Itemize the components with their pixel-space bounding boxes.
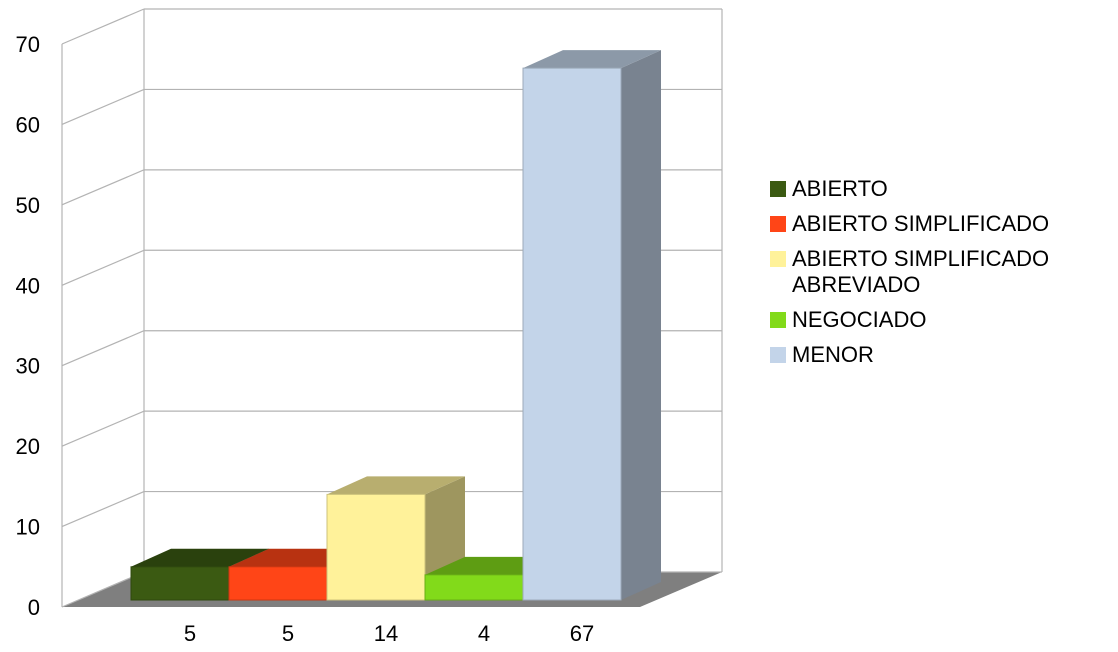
gridline-side xyxy=(61,330,145,367)
gridline-side xyxy=(61,169,145,206)
legend-swatch xyxy=(770,312,786,328)
bar-front xyxy=(228,566,328,601)
legend-label: ABIERTO SIMPLIFICADO ABREVIADO xyxy=(792,246,1050,297)
y-tick-label: 10 xyxy=(16,515,40,540)
x-tick-label: 5 xyxy=(184,621,196,646)
bar-front xyxy=(326,493,426,601)
bar-3 xyxy=(326,476,465,601)
legend-item: MENOR xyxy=(770,342,1115,368)
y-tick-label: 0 xyxy=(28,595,40,620)
bar-top xyxy=(131,548,269,567)
legend-swatch xyxy=(770,216,786,232)
legend-swatch xyxy=(770,251,786,267)
bar-side xyxy=(621,50,661,601)
bar-front xyxy=(424,574,524,601)
bar-front xyxy=(130,566,230,601)
bar-1 xyxy=(130,548,269,601)
legend-label: ABIERTO xyxy=(792,176,888,201)
legend-item: NEGOCIADO xyxy=(770,307,1115,333)
gridline-side xyxy=(61,410,145,447)
x-tick-label: 14 xyxy=(374,621,398,646)
legend-item: ABIERTO xyxy=(770,176,1115,202)
bar-5 xyxy=(522,50,661,601)
bar-front xyxy=(522,67,622,601)
legend-item: ABIERTO SIMPLIFICADO xyxy=(770,211,1115,237)
chart-legend: ABIERTO ABIERTO SIMPLIFICADO ABIERTO SIMPL… xyxy=(770,176,1115,377)
gridline-side xyxy=(61,88,145,125)
gridline-side xyxy=(61,571,145,608)
legend-swatch xyxy=(770,347,786,363)
legend-swatch xyxy=(770,181,786,197)
bar-top xyxy=(327,476,465,495)
y-tick-label: 70 xyxy=(16,32,40,57)
x-tick-label: 4 xyxy=(478,621,490,646)
y-tick-label: 40 xyxy=(16,273,40,298)
legend-label: MENOR xyxy=(792,342,874,367)
x-tick-label: 5 xyxy=(282,621,294,646)
y-tick-label: 50 xyxy=(16,193,40,218)
gridline-side xyxy=(61,491,145,528)
gridline-side xyxy=(61,8,145,45)
bar-top xyxy=(523,50,661,69)
y-tick-label: 30 xyxy=(16,354,40,379)
x-tick-label: 67 xyxy=(570,621,594,646)
legend-label: NEGOCIADO xyxy=(792,307,927,332)
y-tick-label: 60 xyxy=(16,112,40,137)
y-tick-label: 20 xyxy=(16,434,40,459)
gridline-side xyxy=(61,249,145,286)
legend-item: ABIERTO SIMPLIFICADO ABREVIADO xyxy=(770,246,1115,298)
legend-label: ABIERTO SIMPLIFICADO xyxy=(792,211,1050,236)
